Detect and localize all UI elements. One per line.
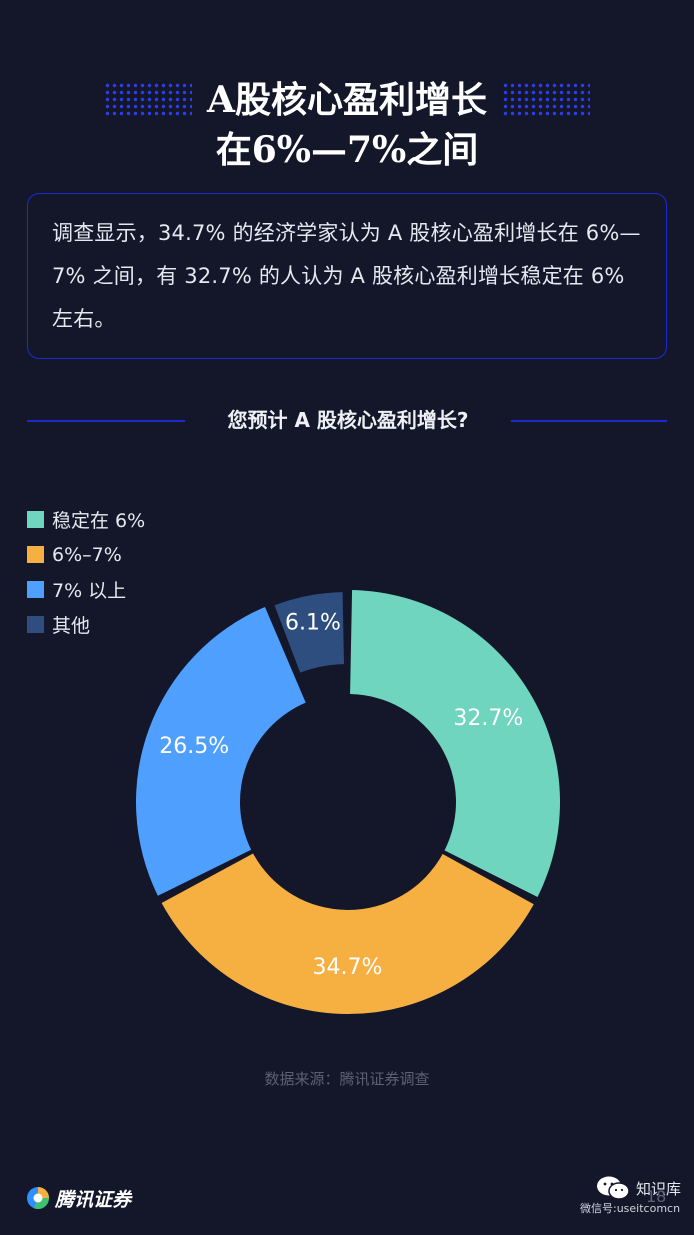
slice-label: 34.7%	[313, 955, 383, 980]
watermark: 知识库 微信号:useitcomcn	[580, 1176, 690, 1226]
slice-label: 32.7%	[453, 706, 523, 731]
slice-label: 6.1%	[285, 610, 341, 635]
legend-swatch	[27, 546, 44, 563]
legend-item: 6%–7%	[27, 537, 227, 572]
legend-item: 7% 以上	[27, 572, 227, 607]
donut-slice	[350, 590, 560, 897]
decorative-dots-right	[502, 82, 590, 118]
question-text: 您预计 A 股核心盈利增长?	[227, 408, 469, 432]
donut-slice	[161, 853, 534, 1014]
data-source: 数据来源：腾讯证券调查	[264, 1070, 430, 1088]
watermark-id: 微信号:useitcomcn	[580, 1202, 681, 1215]
intro-text: 调查显示，34.7% 的经济学家认为 A 股核心盈利增长在 6%—7% 之间，有…	[52, 221, 641, 331]
page-title-line2: 在6%—7%之间	[215, 129, 479, 171]
brand-logo: 腾讯证券	[26, 1181, 131, 1215]
divider-left	[27, 420, 185, 422]
donut-slice	[135, 606, 306, 896]
legend-label: 7% 以上	[52, 580, 127, 602]
legend-item: 其他	[27, 607, 227, 642]
legend-swatch	[27, 511, 44, 528]
brand-name: 腾讯证券	[55, 1188, 132, 1211]
donut-slice	[274, 592, 344, 673]
brand-icon	[27, 1187, 50, 1210]
legend-swatch	[27, 616, 44, 633]
divider-right	[511, 420, 667, 422]
donut-chart: 32.7% 34.7% 26.5% 6.1%	[135, 590, 560, 1014]
legend-label: 稳定在 6%	[52, 510, 146, 532]
title-block: A股核心盈利增长 在6%—7%之间	[0, 74, 694, 174]
page-title-line1: A股核心盈利增长	[207, 79, 487, 121]
decorative-dots-left	[104, 82, 192, 118]
slice-label: 26.5%	[159, 734, 229, 759]
intro-box: 调查显示，34.7% 的经济学家认为 A 股核心盈利增长在 6%—7% 之间，有…	[27, 193, 667, 359]
legend-swatch	[27, 581, 44, 598]
watermark-name: 知识库	[636, 1180, 682, 1198]
chart-legend: 稳定在 6% 6%–7% 7% 以上其他	[27, 502, 227, 642]
legend-item: 稳定在 6%	[27, 502, 227, 537]
legend-label: 其他	[52, 615, 91, 637]
question-heading: 您预计 A 股核心盈利增长?	[27, 402, 667, 438]
page-number: 18	[646, 1187, 667, 1206]
legend-label: 6%–7%	[52, 543, 122, 566]
wechat-icon	[597, 1176, 630, 1200]
